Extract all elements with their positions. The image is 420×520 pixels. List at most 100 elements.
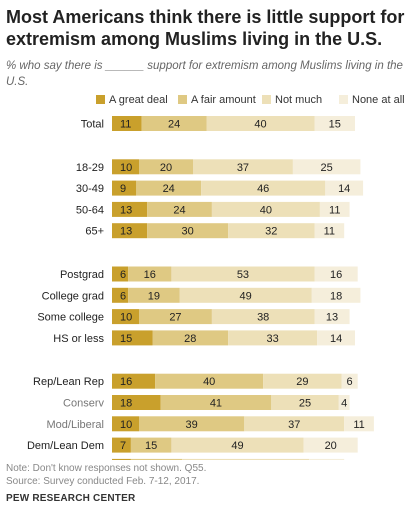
bar-segment-a-fair-amount — [147, 223, 229, 239]
bar-segment-not-much — [263, 373, 342, 389]
bar-segment-none-at-all — [292, 159, 361, 175]
data-label-not-much: 46 — [257, 183, 269, 195]
data-label-not-much: 40 — [260, 204, 272, 216]
row-label: Postgrad — [60, 269, 104, 281]
bar-row-cons-mod: Cons/Mod7194713 — [112, 458, 345, 460]
row-label: 30-49 — [76, 183, 104, 195]
legend-swatch-none-at-all — [339, 95, 348, 104]
bar-segment-a-fair-amount — [128, 266, 172, 282]
bar-segment-not-much — [228, 330, 318, 346]
data-label-not-much: 29 — [296, 376, 308, 388]
data-label-none-at-all: 25 — [321, 162, 333, 174]
bar-segment-a-great-deal — [112, 159, 139, 175]
row-label: Some college — [37, 312, 104, 324]
data-label-none-at-all: 11 — [329, 204, 340, 216]
legend-swatch-a-great-deal — [96, 95, 105, 104]
data-label-none-at-all: 6 — [347, 376, 353, 388]
data-label-none-at-all: 15 — [329, 119, 341, 131]
data-label-none-at-all: 11 — [353, 419, 364, 431]
bar-segment-not-much — [228, 223, 315, 239]
bar-row-65: 65+ 13 30 32 11 — [85, 223, 345, 239]
bar-segment-a-great-deal — [112, 309, 139, 325]
data-label-a-great-deal: 13 — [120, 204, 132, 216]
data-label-a-fair-amount: 24 — [168, 119, 180, 131]
data-label-a-fair-amount: 19 — [148, 290, 160, 302]
data-label-a-fair-amount: 15 — [145, 440, 157, 452]
bar-segment-a-fair-amount — [130, 458, 183, 460]
data-label-not-much: 49 — [231, 440, 243, 452]
data-label-not-much: 33 — [267, 333, 279, 345]
data-label-none-at-all: 13 — [326, 312, 338, 324]
legend-label-a-great-deal: A great deal — [109, 94, 168, 106]
row-label: 18-29 — [76, 162, 104, 174]
data-label-not-much: 53 — [237, 269, 249, 281]
data-label-not-much: 37 — [288, 419, 300, 431]
bar-segment-none-at-all — [314, 223, 345, 239]
chart-title: Most Americans think there is little sup… — [6, 7, 405, 49]
legend-label-not-much: Not much — [275, 94, 322, 106]
bar-segment-not-much — [244, 416, 345, 432]
bar-segment-not-much — [171, 437, 304, 453]
brand-name: PEW RESEARCH CENTER — [6, 493, 136, 504]
row-label: Rep/Lean Rep — [33, 376, 104, 388]
data-label-not-much: 25 — [299, 398, 311, 410]
bar-row-rep-lean-rep: Rep/Lean Rep 16 40 29 6 — [33, 373, 358, 389]
data-label-a-great-deal: 13 — [120, 226, 132, 238]
bar-segment-a-fair-amount — [160, 395, 272, 410]
bar-segment-a-fair-amount — [147, 201, 212, 217]
bar-segment-not-much — [201, 180, 326, 196]
bar-row-dem-lean-dem: Dem/Lean Dem 7 15 49 20 — [27, 437, 358, 453]
data-label-a-fair-amount: 30 — [181, 226, 193, 238]
data-label-a-fair-amount: 40 — [203, 376, 215, 388]
bar-segment-a-great-deal — [112, 223, 148, 239]
bar-segment-none-at-all — [311, 287, 361, 303]
data-label-none-at-all: 14 — [330, 333, 342, 345]
bar-segment-none-at-all — [314, 266, 358, 282]
data-label-a-great-deal: 6 — [120, 269, 126, 281]
data-label-a-fair-amount: 16 — [144, 269, 156, 281]
data-label-none-at-all: 18 — [330, 290, 342, 302]
bar-row-50-64: 50-64 13 24 40 11 — [76, 201, 350, 217]
bar-segment-not-much — [271, 395, 339, 410]
bar-row-30-49: 30-49 9 24 46 14 — [76, 180, 364, 196]
row-label: HS or less — [53, 333, 104, 345]
bar-segment-none-at-all — [319, 201, 350, 217]
row-label: Total — [81, 119, 104, 131]
data-label-a-fair-amount: 28 — [184, 333, 196, 345]
data-label-a-fair-amount: 39 — [186, 419, 198, 431]
bar-segment-none-at-all — [325, 180, 364, 196]
legend-item-not-much: Not much — [262, 94, 322, 106]
data-label-a-fair-amount: 41 — [210, 398, 222, 410]
legend-swatch-not-much — [262, 95, 271, 104]
chart-note: Note: Don't know responses not shown. Q5… — [6, 463, 207, 474]
data-label-a-great-deal: 7 — [120, 440, 126, 452]
row-label: Conserv — [63, 398, 104, 410]
row-label: 65+ — [85, 226, 104, 238]
bar-segment-none-at-all — [314, 309, 350, 325]
bar-segment-a-great-deal — [112, 330, 153, 346]
bar-segment-a-great-deal — [112, 416, 139, 432]
bar-segment-a-fair-amount — [152, 330, 229, 346]
stacked-bar-chart: A great deal A fair amount Not much None at… — [27, 94, 405, 460]
bar-row-mod-liberal: Mod/Liberal 10 39 37 11 — [47, 416, 374, 432]
data-label-not-much: 32 — [265, 226, 277, 238]
bar-segment-none-at-all — [317, 330, 355, 346]
legend-label-none-at-all: None at all — [352, 94, 405, 106]
data-label-a-great-deal: 10 — [120, 312, 132, 324]
bar-segment-a-great-deal — [112, 437, 131, 453]
chart-source: Source: Survey conducted Feb. 7-12, 2017… — [6, 476, 200, 487]
data-label-none-at-all: 14 — [338, 183, 350, 195]
legend-item-none-at-all: None at all — [339, 94, 405, 106]
data-label-a-great-deal: 10 — [120, 419, 132, 431]
bar-segment-a-great-deal — [112, 180, 137, 196]
data-label-a-great-deal: 15 — [120, 333, 132, 345]
bar-segment-a-fair-amount — [141, 116, 207, 131]
data-label-a-fair-amount: 27 — [169, 312, 181, 324]
bar-segment-a-fair-amount — [139, 309, 212, 325]
legend-label-a-fair-amount: A fair amount — [191, 94, 256, 106]
bar-segment-a-great-deal — [112, 395, 161, 410]
bar-row-some-college: Some college 10 27 38 13 — [37, 309, 350, 325]
legend-item-a-fair-amount: A fair amount — [178, 94, 256, 106]
bar-segment-none-at-all — [314, 116, 355, 131]
bar-segment-not-much — [179, 287, 312, 303]
